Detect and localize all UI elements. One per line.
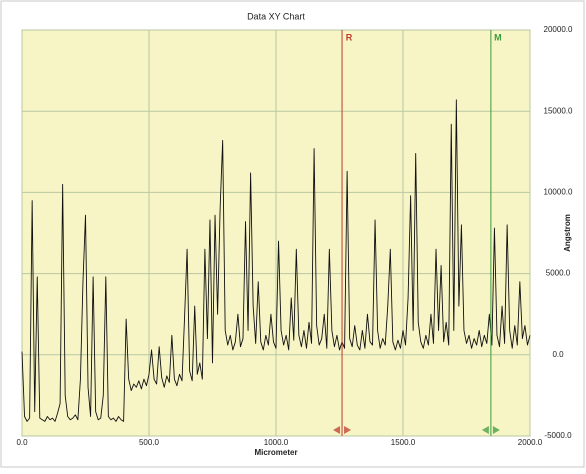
x-tick-label: 2000.0 <box>518 438 543 447</box>
y-tick-label: 10000.0 <box>544 188 573 197</box>
x-axis-label: Micrometer <box>254 448 297 457</box>
data-line <box>21 99 531 422</box>
y-tick-label: 5000.0 <box>546 269 571 278</box>
cursor-arrow-right <box>344 426 352 434</box>
y-tick-label: 0.0 <box>552 350 564 359</box>
cursor-label: M <box>494 32 502 42</box>
y-tick-label: 20000.0 <box>544 25 573 34</box>
x-tick-label: 0.0 <box>16 438 28 447</box>
y-axis-label: Angstrom <box>563 214 572 252</box>
y-tick-label: -5000.0 <box>544 431 572 440</box>
cursor-arrow-left <box>333 426 341 434</box>
x-tick-label: 500.0 <box>139 438 160 447</box>
x-tick-label: 1500.0 <box>391 438 416 447</box>
x-tick-label: 1000.0 <box>264 438 289 447</box>
chart-title: Data XY Chart <box>247 11 305 21</box>
cursor-arrow-right <box>492 426 500 434</box>
cursor-label: R <box>346 32 353 42</box>
cursor-arrow-left <box>481 426 489 434</box>
y-tick-label: 15000.0 <box>544 106 573 115</box>
